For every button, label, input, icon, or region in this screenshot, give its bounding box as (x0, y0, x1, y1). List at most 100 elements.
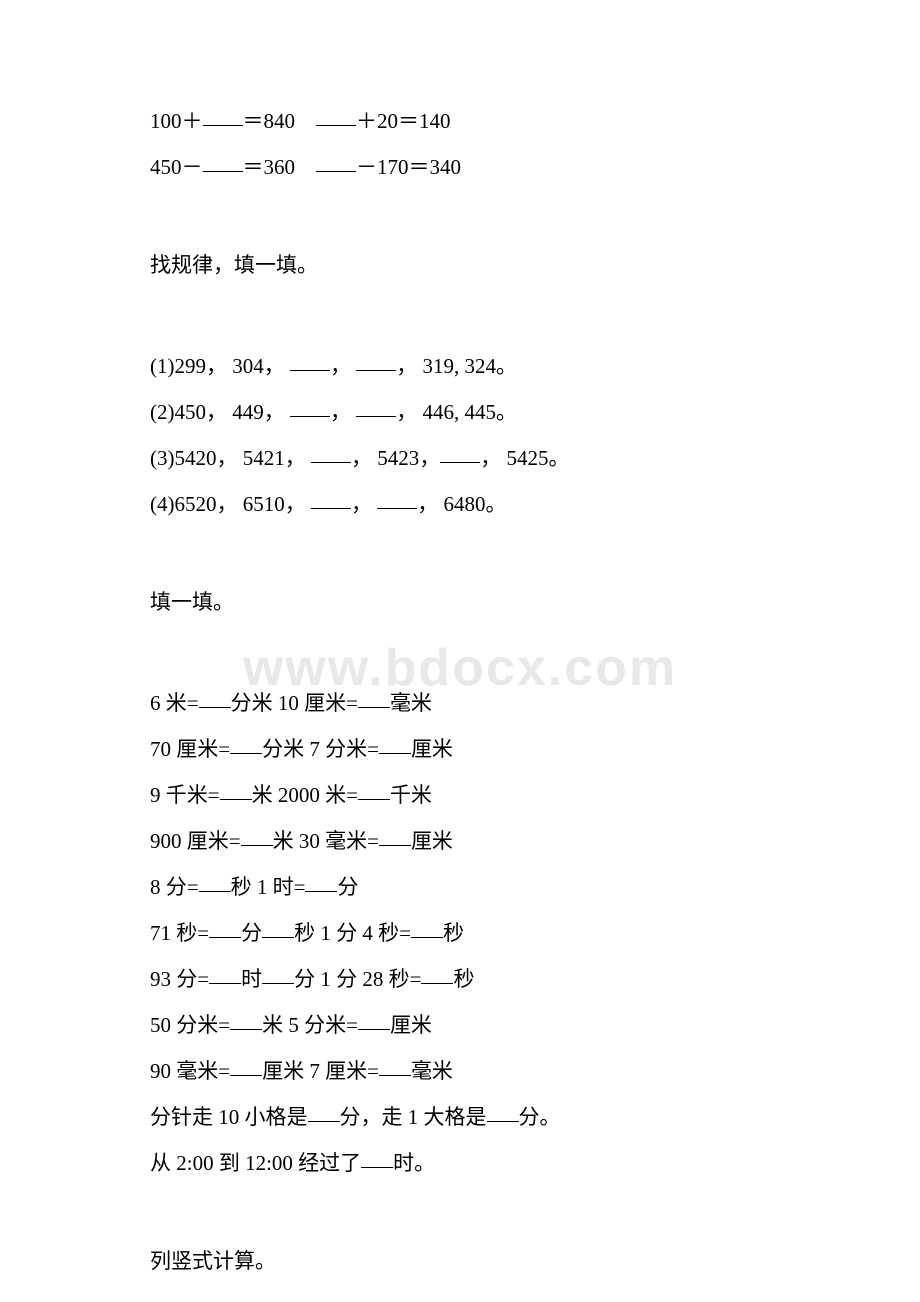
blank-field[interactable] (356, 397, 396, 417)
blank-field[interactable] (379, 734, 411, 754)
blank-field[interactable] (358, 1010, 390, 1030)
text: 100＋ (150, 109, 203, 133)
blank-field[interactable] (316, 152, 356, 172)
text: ＝360 (243, 155, 317, 179)
blank-field[interactable] (440, 443, 480, 463)
equation-line-2: 450－ ＝360 －170＝340 (150, 154, 770, 178)
text: ， (330, 354, 356, 378)
text: ， 319, 324。 (396, 354, 517, 378)
text: (3)5420， 5421， (150, 446, 311, 470)
text: 分 (241, 921, 262, 945)
blank-field[interactable] (379, 1056, 411, 1076)
unit-line-5: 8 分= 秒 1 时= 分 (150, 874, 770, 898)
blank-field[interactable] (358, 688, 390, 708)
blank-field[interactable] (203, 152, 243, 172)
blank-field[interactable] (308, 1102, 340, 1122)
text: (4)6520， 6510， (150, 492, 311, 516)
text: 秒 (453, 967, 474, 991)
text: 时。 (393, 1151, 435, 1175)
text: 秒 (443, 921, 464, 945)
blank-field[interactable] (421, 964, 453, 984)
text: 分针走 10 小格是 (150, 1105, 308, 1129)
blank-field[interactable] (209, 964, 241, 984)
text: ＝840 (243, 109, 317, 133)
text: ＋20＝140 (356, 109, 451, 133)
blank-field[interactable] (230, 734, 262, 754)
text: 毫米 (411, 1059, 453, 1083)
pattern-q3: (3)5420， 5421， ， 5423， ， 5425。 (150, 445, 770, 469)
unit-line-9: 90 毫米=厘米 7 厘米=毫米 (150, 1058, 770, 1082)
blank-field[interactable] (316, 106, 356, 126)
text: 8 分= (150, 875, 199, 899)
unit-line-11: 从 2:00 到 12:00 经过了 时。 (150, 1150, 770, 1174)
blank-field[interactable] (377, 489, 417, 509)
text: 米 30 毫米= (273, 829, 379, 853)
text: 千米 (390, 783, 432, 807)
unit-line-6: 71 秒= 分 秒 1 分 4 秒= 秒 (150, 920, 770, 944)
text: 分，走 1 大格是 (340, 1105, 487, 1129)
text: 厘米 7 厘米= (262, 1059, 379, 1083)
text: 秒 1 时= (231, 875, 306, 899)
blank-field[interactable] (199, 688, 231, 708)
blank-field[interactable] (203, 106, 243, 126)
text: 时 (241, 967, 262, 991)
blank-field[interactable] (487, 1102, 519, 1122)
text: ， (351, 492, 377, 516)
unit-line-4: 900 厘米= 米 30 毫米= 厘米 (150, 828, 770, 852)
blank-field[interactable] (305, 872, 337, 892)
text: 9 千米= (150, 783, 220, 807)
document-content: 100＋ ＝840 ＋20＝140 450－ ＝360 －170＝340 找规律，填… (0, 0, 920, 1272)
unit-line-3: 9 千米= 米 2000 米= 千米 (150, 782, 770, 806)
text: 毫米 (390, 691, 432, 715)
text: ， 5425。 (480, 446, 569, 470)
text: 50 分米= (150, 1013, 230, 1037)
blank-field[interactable] (356, 351, 396, 371)
text: 米 2000 米= (252, 783, 358, 807)
blank-field[interactable] (230, 1010, 262, 1030)
text: (2)450， 449， (150, 400, 290, 424)
section2-title: 找规律，填一填。 (150, 255, 770, 276)
blank-field[interactable] (209, 918, 241, 938)
blank-field[interactable] (290, 351, 330, 371)
unit-line-10: 分针走 10 小格是 分，走 1 大格是 分。 (150, 1104, 770, 1128)
blank-field[interactable] (230, 1056, 262, 1076)
text: 分 (337, 875, 358, 899)
text: 70 厘米= (150, 737, 230, 761)
text: (1)299， 304， (150, 354, 290, 378)
text: 450－ (150, 155, 203, 179)
text: 93 分= (150, 967, 209, 991)
blank-field[interactable] (199, 872, 231, 892)
text: ， 446, 445。 (396, 400, 517, 424)
text: 71 秒= (150, 921, 209, 945)
text: 秒 1 分 4 秒= (294, 921, 411, 945)
unit-line-2: 70 厘米=分米 7 分米=厘米 (150, 736, 770, 760)
text: 从 2:00 到 12:00 经过了 (150, 1151, 361, 1175)
text: ， (330, 400, 356, 424)
text: 米 5 分米= (262, 1013, 358, 1037)
blank-field[interactable] (262, 918, 294, 938)
blank-field[interactable] (241, 826, 273, 846)
blank-field[interactable] (411, 918, 443, 938)
blank-field[interactable] (311, 489, 351, 509)
blank-field[interactable] (311, 443, 351, 463)
blank-field[interactable] (262, 964, 294, 984)
text: 分。 (519, 1105, 561, 1129)
section4-title: 列竖式计算。 (150, 1251, 770, 1272)
equation-line-1: 100＋ ＝840 ＋20＝140 (150, 108, 770, 132)
text: －170＝340 (356, 155, 461, 179)
text: 分米 10 厘米= (231, 691, 358, 715)
pattern-q4: (4)6520， 6510， ， ， 6480。 (150, 491, 770, 515)
blank-field[interactable] (361, 1148, 393, 1168)
text: 分 1 分 28 秒= (294, 967, 421, 991)
blank-field[interactable] (220, 780, 252, 800)
blank-field[interactable] (290, 397, 330, 417)
text: 900 厘米= (150, 829, 241, 853)
text: 厘米 (390, 1013, 432, 1037)
text: 厘米 (411, 737, 453, 761)
section3-title: 填一填。 (150, 592, 770, 613)
blank-field[interactable] (379, 826, 411, 846)
text: ， 6480。 (417, 492, 506, 516)
blank-field[interactable] (358, 780, 390, 800)
text: 厘米 (411, 829, 453, 853)
text: ， 5423， (351, 446, 440, 470)
